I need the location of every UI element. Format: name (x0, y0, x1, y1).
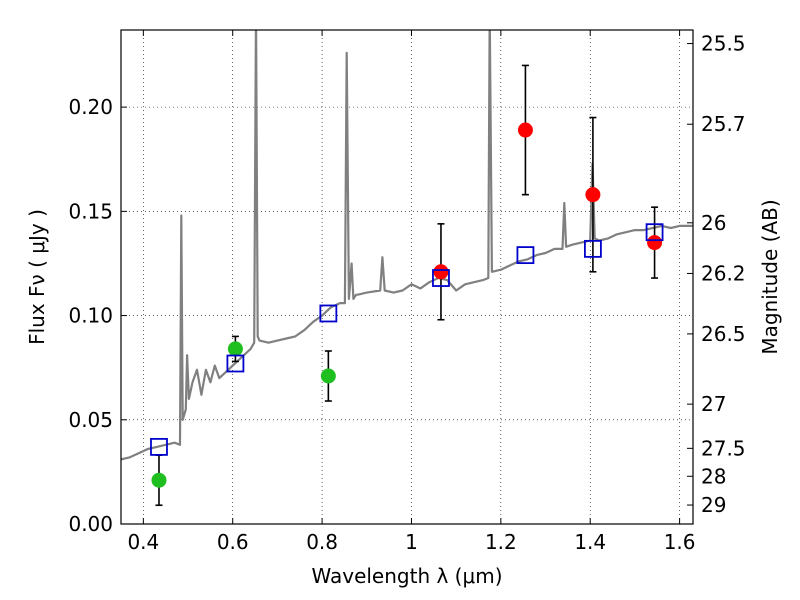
y-tick-label: 0.05 (68, 408, 113, 432)
model-square-point (319, 304, 338, 323)
data-point (647, 235, 663, 251)
y-right-axis-label: Magnitude (AB) (758, 199, 782, 354)
y-right-tick-label: 25.7 (701, 112, 746, 136)
x-axis-label: Wavelength λ (μm) (311, 564, 502, 588)
y-right-tick-label: 28 (701, 464, 726, 488)
y-axis-label: Flux Fν ( μJy ) (25, 209, 49, 345)
y-right-tick-label: 27.5 (701, 436, 746, 460)
y-tick-label: 0.20 (68, 95, 113, 119)
x-tick-label: 1.2 (485, 530, 517, 554)
model-square-point (645, 223, 664, 242)
data-point (517, 122, 533, 138)
plot-frame (120, 29, 694, 525)
y-tick-label: 0.00 (68, 512, 113, 536)
x-tick-label: 0.6 (217, 530, 249, 554)
y-right-tick-label: 26 (701, 211, 726, 235)
x-tick-label: 0.4 (127, 530, 159, 554)
model-square-point (432, 269, 450, 287)
y-tick-label: 0.15 (68, 199, 113, 223)
y-right-tick-label: 25.5 (701, 32, 746, 56)
x-tick-label: 1.6 (664, 530, 696, 554)
model-spectrum (121, 30, 693, 461)
y-right-tick-label: 26.2 (701, 261, 746, 285)
data-point (227, 341, 243, 357)
data-point (585, 187, 601, 203)
data-point (151, 472, 167, 488)
x-tick-label: 0.8 (306, 530, 338, 554)
y-right-tick-label: 29 (701, 493, 726, 517)
model-square-point (226, 354, 245, 373)
ticks: 0.4 0.6 0.8 1 1.2 1.4 1.6 0.00 0.05 0.10 0.15 0.20 2… (68, 30, 746, 554)
y-right-tick-label: 26.5 (701, 322, 746, 346)
model-square-point (150, 437, 168, 456)
data-point (433, 264, 449, 280)
y-tick-label: 0.10 (68, 304, 113, 328)
model-square-point (584, 239, 602, 258)
model-square-point (516, 246, 535, 265)
y-right-tick-label: 27 (701, 392, 726, 416)
plot-background (121, 30, 693, 524)
markers (150, 122, 664, 488)
x-tick-label: 1.4 (574, 530, 606, 554)
model-spectrum-line (121, 30, 693, 461)
x-tick-label: 1 (405, 530, 418, 554)
data-point (320, 368, 336, 384)
